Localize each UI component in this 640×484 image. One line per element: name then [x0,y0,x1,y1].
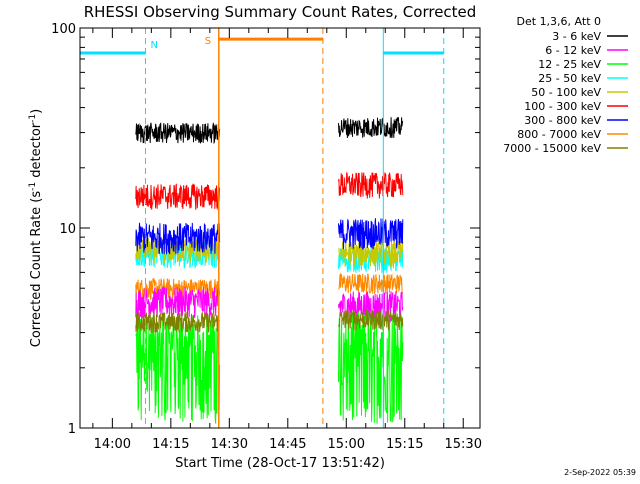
x-tick-label-7: 15:30 [445,437,482,452]
series-line-6-segment-2 [338,171,404,199]
legend-label-2: 6 - 12 keV [545,44,601,57]
legend-label-6: 100 - 300 keV [524,100,601,113]
series-line-2-segment-1 [135,286,220,320]
series-line-8-segment-1 [135,277,221,301]
series-line-2-segment-2 [338,291,404,324]
night-marker-label: N [150,40,157,51]
series-line-7-segment-2 [338,218,404,250]
y-axis-label-main: Corrected Count Rate (s [29,191,44,348]
series-line-5-segment-2 [338,240,404,268]
x-tick-label-1: 14:00 [94,437,131,452]
x-tick-label-5: 15:00 [328,437,365,452]
legend-label-3: 12 - 25 keV [538,58,601,71]
footer-timestamp: 2-Sep-2022 05:39 [564,468,636,477]
y-axis-label-mid: detector [29,122,44,182]
chart-title: RHESSI Observing Summary Count Rates, Co… [84,3,477,21]
x-tick-label-4: 14:45 [269,437,306,452]
x-tick-label-6: 15:15 [386,437,423,452]
y-axis-label: Corrected Count Rate (s-1 detector-1) [28,109,44,347]
series-line-3-segment-1 [135,314,221,424]
series-line-9-segment-2 [338,309,404,331]
y-axis-label-end: ) [29,109,44,114]
y-axis-label-sup2: -1 [28,114,38,123]
legend-label-7: 300 - 800 keV [524,114,601,127]
y-tick-label-2: 10 [59,222,76,237]
series-line-1-segment-2 [338,117,404,139]
series-line-8-segment-2 [338,272,404,295]
legend-label-8: 800 - 7000 keV [517,128,601,141]
x-axis-label: Start Time (28-Oct-17 13:51:42) [175,456,385,471]
series-line-7-segment-1 [135,222,221,255]
series-line-9-segment-1 [135,310,221,333]
legend-label-4: 25 - 50 keV [538,72,601,85]
series-line-6-segment-1 [135,183,221,211]
legend-header: Det 1,3,6, Att 0 [517,15,601,28]
y-tick-label-1: 1 [68,422,76,437]
series-line-1-segment-1 [135,122,221,145]
y-tick-label-3: 100 [51,22,76,37]
x-tick-label-3: 14:30 [211,437,248,452]
legend-label-5: 50 - 100 keV [531,86,601,99]
legend-label-9: 7000 - 15000 keV [503,142,601,155]
saa-marker-label: S [205,36,211,47]
axes: 1 10 100 14:00 14:15 14:30 14:45 15:00 15:15 15:3… [51,22,482,452]
legend-label-1: 3 - 6 keV [552,30,601,43]
y-axis-label-sup1: -1 [28,182,38,191]
x-tick-label-2: 14:15 [152,437,189,452]
